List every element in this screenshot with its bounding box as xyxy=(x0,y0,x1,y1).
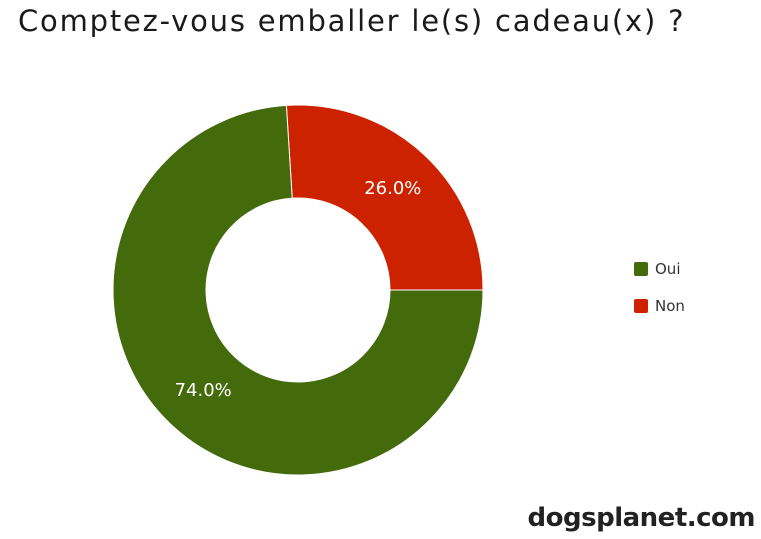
brand-logo: dogsplanet.com xyxy=(527,503,756,533)
legend-swatch-oui xyxy=(634,262,648,276)
chart-title: Comptez-vous emballer le(s) cadeau(x) ? xyxy=(18,4,686,38)
legend: Oui Non xyxy=(634,259,685,333)
legend-item-oui: Oui xyxy=(634,259,685,279)
legend-swatch-non xyxy=(634,299,648,313)
slice-oui xyxy=(112,104,484,476)
data-label-non: 26.0% xyxy=(364,178,421,199)
legend-label-non: Non xyxy=(655,297,685,315)
legend-item-non: Non xyxy=(634,296,685,316)
legend-label-oui: Oui xyxy=(655,260,681,278)
data-label-oui: 74.0% xyxy=(175,380,232,401)
slice-non xyxy=(285,104,484,291)
